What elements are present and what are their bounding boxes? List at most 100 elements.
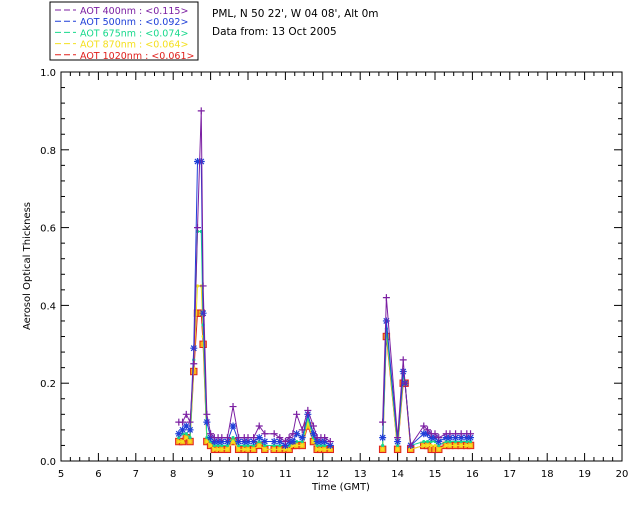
data-point-870nm — [448, 443, 452, 448]
data-point-500nm — [235, 438, 243, 446]
y-tick-label: 0.6 — [40, 224, 56, 235]
data-point-500nm — [203, 418, 211, 426]
data-point-675nm — [433, 439, 437, 444]
data-point-675nm — [437, 443, 441, 448]
data-point-400nm — [326, 438, 334, 446]
data-point-870nm — [209, 443, 213, 448]
data-point-400nm — [203, 410, 211, 418]
data-point-500nm — [467, 434, 475, 442]
data-point-400nm — [199, 282, 207, 290]
legend-name: AOT 870nm : — [80, 40, 145, 51]
data-point-500nm — [182, 422, 190, 430]
series-layer — [175, 107, 475, 454]
data-point-500nm — [394, 438, 402, 446]
data-point-870nm — [315, 447, 319, 451]
x-tick-label: 16 — [466, 469, 479, 480]
data-point-400nm — [207, 430, 215, 438]
data-point-675nm — [311, 436, 316, 440]
legend-mean: <0.074> — [145, 28, 188, 39]
y-tick-label: 0.8 — [40, 146, 56, 157]
data-point-870nm — [295, 443, 299, 448]
data-point-500nm — [194, 157, 202, 165]
data-point-400nm — [420, 422, 428, 430]
data-point-870nm — [319, 447, 323, 451]
data-point-500nm — [285, 438, 293, 446]
data-point-500nm — [250, 438, 258, 446]
data-point-500nm — [309, 430, 317, 438]
data-point-400nm — [379, 418, 387, 426]
legend: AOT 400nm : <0.115>AOT 500nm : <0.092>AO… — [49, 1, 199, 62]
data-point-870nm — [409, 447, 413, 451]
data-point-500nm — [270, 438, 278, 446]
legend-name: AOT 400nm : — [80, 6, 145, 17]
data-point-870nm — [429, 443, 433, 448]
data-point-500nm — [446, 434, 454, 442]
y-tick-label: 0.0 — [40, 457, 56, 468]
data-point-675nm — [220, 443, 224, 448]
data-point-400nm — [223, 434, 231, 442]
data-point-870nm — [188, 439, 192, 444]
legend-mean: <0.092> — [145, 17, 188, 28]
data-point-870nm — [323, 447, 327, 451]
data-point-500nm — [210, 438, 218, 446]
data-point-400nm — [261, 430, 269, 438]
data-point-400nm — [194, 224, 202, 232]
data-point-675nm — [459, 439, 463, 444]
x-tick-label: 19 — [578, 469, 591, 480]
data-point-870nm — [263, 447, 267, 451]
data-point-500nm — [179, 426, 187, 434]
data-point-870nm — [291, 443, 295, 448]
x-tick-label: 18 — [541, 469, 554, 480]
data-point-870nm — [252, 447, 256, 451]
data-point-675nm — [448, 439, 452, 444]
data-point-500nm — [175, 430, 183, 438]
data-point-500nm — [313, 438, 321, 446]
data-point-870nm — [311, 439, 316, 444]
data-point-400nm — [190, 360, 198, 368]
data-point-400nm — [293, 410, 301, 418]
y-tick-label: 1.0 — [40, 68, 56, 79]
data-point-870nm — [180, 439, 185, 444]
data-point-675nm — [396, 443, 400, 448]
x-tick-label: 10 — [242, 469, 255, 480]
data-point-500nm — [261, 438, 269, 446]
data-point-870nm — [205, 439, 209, 444]
data-point-500nm — [399, 368, 407, 376]
data-point-400nm — [298, 426, 306, 434]
legend-mean: <0.061> — [151, 51, 194, 62]
data-point-400nm — [186, 418, 194, 426]
data-point-675nm — [295, 439, 299, 444]
data-point-870nm — [433, 443, 437, 448]
data-point-400nm — [229, 403, 237, 411]
data-point-675nm — [180, 432, 185, 436]
data-point-675nm — [319, 443, 323, 448]
data-point-870nm — [225, 447, 230, 451]
x-tick-label: 8 — [170, 469, 176, 480]
data-point-675nm — [381, 443, 385, 448]
data-point-400nm — [304, 406, 312, 414]
data-point-870nm — [287, 447, 291, 451]
data-point-675nm — [212, 443, 216, 448]
data-point-675nm — [205, 436, 209, 440]
data-point-500nm — [199, 309, 207, 317]
series-400nm — [175, 107, 475, 449]
data-point-400nm — [182, 410, 190, 418]
data-point-675nm — [323, 443, 327, 448]
data-point-870nm — [459, 443, 463, 448]
data-point-400nm — [382, 294, 390, 302]
data-point-400nm — [431, 430, 439, 438]
data-point-400nm — [401, 379, 409, 387]
data-point-675nm — [425, 439, 430, 444]
data-point-500nm — [379, 434, 387, 442]
data-point-500nm — [431, 434, 439, 442]
data-point-500nm — [223, 438, 231, 446]
x-tick-label: 13 — [354, 469, 367, 480]
data-point-675nm — [453, 439, 458, 444]
data-point-400nm — [281, 438, 289, 446]
data-point-400nm — [276, 434, 284, 442]
data-point-870nm — [195, 284, 200, 288]
data-point-870nm — [425, 443, 430, 448]
data-point-675nm — [246, 443, 250, 448]
